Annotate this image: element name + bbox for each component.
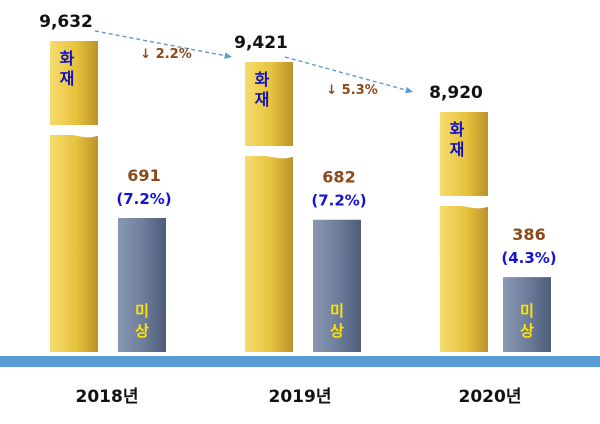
unknown-percent-label: (7.2%) <box>311 192 366 210</box>
unknown-percent-label: (4.3%) <box>501 249 556 267</box>
axis-break-2019년 <box>243 146 295 159</box>
fire-value-label: 8,920 <box>429 83 483 103</box>
fire-bar-2020년-lower <box>440 206 488 352</box>
unknown-value-label: 386 <box>512 225 545 244</box>
unknown-series-label: 미 <box>135 302 149 320</box>
trend-arrow-head <box>405 86 413 94</box>
category-label: 2020년 <box>459 387 522 407</box>
unknown-series-label: 상 <box>330 322 344 340</box>
unknown-series-label: 미 <box>330 302 344 320</box>
fire-series-label: 화 <box>60 49 75 68</box>
fire-value-label: 9,632 <box>39 12 93 32</box>
unknown-bar-2020년 <box>503 277 551 352</box>
change-label: ↓ 2.2% <box>140 47 191 62</box>
trend-arrow-line <box>284 56 414 93</box>
category-label: 2019년 <box>269 387 332 407</box>
axis-break-2018년 <box>48 125 100 138</box>
unknown-series-label: 상 <box>520 322 534 340</box>
trend-arrow-line <box>94 30 233 58</box>
fire-bar-2020년-upper <box>440 112 488 196</box>
unknown-bar-2019년 <box>313 219 361 352</box>
fire-bar-2018년-upper <box>50 41 98 125</box>
unknown-series-label: 상 <box>135 322 149 340</box>
unknown-series-label: 미 <box>520 302 534 320</box>
fire-series-label: 화 <box>450 120 465 139</box>
fire-bar-2019년-lower <box>245 156 293 352</box>
unknown-percent-label: (7.2%) <box>116 190 171 208</box>
fire-series-label: 재 <box>255 90 270 109</box>
axis-break-2020년 <box>438 196 490 209</box>
fire-value-label: 9,421 <box>234 33 288 53</box>
fire-series-label: 화 <box>255 70 270 89</box>
unknown-value-label: 682 <box>322 168 355 187</box>
trend-arrow-head <box>224 52 232 59</box>
unknown-bar-2018년 <box>118 218 166 352</box>
unknown-value-label: 691 <box>127 166 160 185</box>
category-label: 2018년 <box>76 387 139 407</box>
fire-bar-2018년-lower <box>50 135 98 352</box>
change-label: ↓ 5.3% <box>326 83 377 98</box>
fire-bar-2019년-upper <box>245 62 293 147</box>
baseline <box>0 356 600 367</box>
fire-series-label: 재 <box>60 69 75 88</box>
fire-series-label: 재 <box>450 140 465 159</box>
